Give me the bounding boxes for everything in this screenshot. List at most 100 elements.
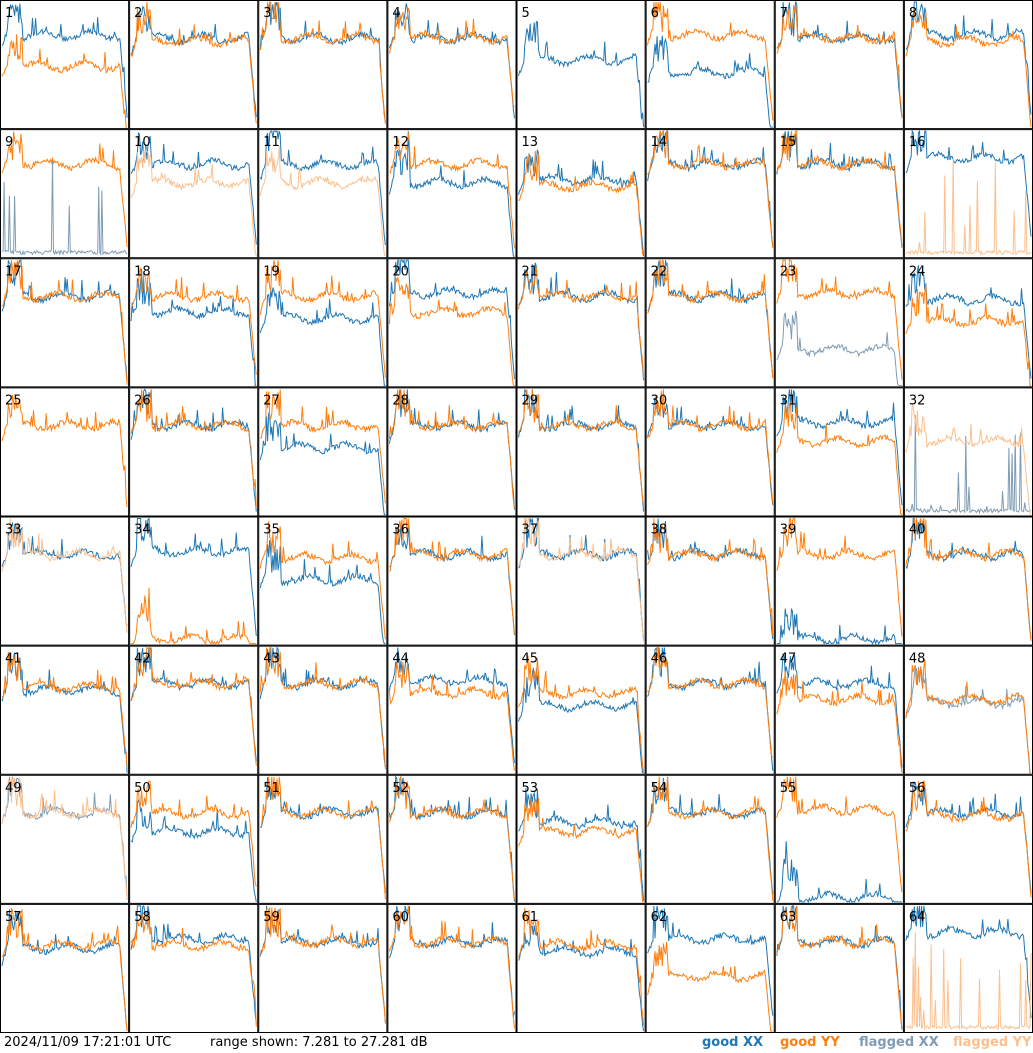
timestamp: 2024/11/09 17:21:01 UTC <box>4 1035 172 1050</box>
spectrum-panel-27: 27 <box>258 387 388 517</box>
panel-label: 36 <box>392 523 409 538</box>
panel-label: 44 <box>392 652 409 667</box>
panel-frame <box>258 645 388 775</box>
panel-label: 50 <box>134 781 151 796</box>
spectrum-panel-24: 24 <box>903 258 1033 388</box>
panel-frame <box>516 0 646 130</box>
series-yy-good <box>130 389 257 508</box>
series-yy-good <box>1 34 128 128</box>
series-yy-good <box>905 9 1032 128</box>
panel-frame <box>129 903 259 1033</box>
series-yy-flagged <box>259 145 386 257</box>
panel-frame <box>516 774 646 904</box>
spectrum-panel-51: 51 <box>258 774 388 904</box>
panel-frame <box>258 0 388 130</box>
spectrum-panel-42: 42 <box>129 645 259 775</box>
panel-frame <box>645 774 775 904</box>
series-xx-good <box>905 129 1032 237</box>
spectrum-panel-25: 25 <box>0 387 130 517</box>
panel-label: 46 <box>651 652 668 667</box>
series-yy-flagged <box>1 518 128 634</box>
series-yy-good <box>776 776 903 893</box>
series-yy-good <box>259 907 386 1024</box>
panel-label: 39 <box>780 523 797 538</box>
series-xx-flagged <box>1 157 128 257</box>
series-yy-good <box>259 521 386 640</box>
series-xx-good <box>776 389 903 506</box>
series-xx-good <box>260 777 386 893</box>
panel-frame <box>903 516 1033 646</box>
panel-label: 10 <box>134 135 151 150</box>
spectrum-panel-7: 7 <box>774 0 904 130</box>
spectrum-panel-43: 43 <box>258 645 388 775</box>
series-yy-flagged <box>130 148 257 257</box>
panel-label: 63 <box>780 910 797 925</box>
spectrum-panel-14: 14 <box>645 129 775 259</box>
panel-label: 45 <box>522 652 539 667</box>
panel-frame <box>516 129 646 259</box>
panel-frame <box>903 903 1033 1033</box>
panel-label: 23 <box>780 264 797 279</box>
series-xx-good <box>259 646 386 768</box>
series-yy-good <box>905 780 1032 898</box>
series-yy-good <box>130 915 257 1027</box>
spectrum-panel-29: 29 <box>516 387 646 517</box>
spectrum-panel-60: 60 <box>387 903 517 1033</box>
spectrum-panel-3: 3 <box>258 0 388 130</box>
series-yy-good <box>647 518 774 636</box>
panel-frame <box>516 387 646 517</box>
spectrum-panel-10: 10 <box>129 129 259 259</box>
spectrum-panel-32: 32 <box>903 387 1033 517</box>
series-yy-good <box>1 907 128 1032</box>
spectrum-panel-26: 26 <box>129 387 259 517</box>
series-yy-good <box>518 907 645 1026</box>
series-yy-good <box>776 401 902 515</box>
panel-label: 5 <box>522 6 530 21</box>
series-yy-good <box>776 5 903 119</box>
series-yy-good <box>259 776 386 900</box>
series-xx-good <box>776 841 902 904</box>
series-yy-good <box>1 131 128 248</box>
spectrum-panel-21: 21 <box>516 258 646 388</box>
series-xx-good <box>259 287 386 386</box>
series-xx-good <box>259 1 386 123</box>
series-yy-flagged <box>905 403 1032 515</box>
panel-label: 58 <box>134 910 151 925</box>
spectrum-panel-33: 33 <box>0 516 130 646</box>
series-yy-good <box>388 775 515 900</box>
legend-flagged-yy: flagged YY <box>953 1035 1032 1050</box>
legend-good-yy: good YY <box>780 1035 840 1050</box>
panel-label: 18 <box>134 264 151 279</box>
series-xx-flagged <box>776 311 902 386</box>
spectrum-panel-9: 9 <box>0 129 130 259</box>
spectrum-panel-16: 16 <box>903 129 1033 259</box>
series-yy-good <box>130 780 257 887</box>
series-yy-good <box>388 389 515 509</box>
series-yy-good <box>518 797 644 903</box>
series-yy-good <box>647 1 774 121</box>
spectrum-panel-57: 57 <box>0 903 130 1033</box>
series-yy-good <box>388 905 515 1029</box>
series-xx-good <box>1 909 128 1032</box>
spectrum-panel-37: 37 <box>516 516 646 646</box>
panel-label: 32 <box>909 393 926 408</box>
series-yy-good <box>130 267 257 375</box>
panel-frame <box>774 516 904 646</box>
panel-label: 60 <box>392 910 409 925</box>
panel-label: 22 <box>651 264 668 279</box>
panel-label: 26 <box>134 393 151 408</box>
series-xx-good <box>130 517 257 636</box>
series-xx-good <box>647 905 774 1016</box>
panel-frame <box>645 258 775 388</box>
panel-label: 14 <box>651 135 668 150</box>
spectrum-panel-46: 46 <box>645 645 775 775</box>
series-yy-good <box>776 671 903 773</box>
series-xx-flagged <box>905 414 1032 515</box>
spectrum-panel-61: 61 <box>516 903 646 1033</box>
series-yy-good <box>647 941 773 1032</box>
panel-label: 27 <box>263 393 280 408</box>
panel-frame <box>258 258 388 388</box>
series-yy-good <box>389 132 515 249</box>
series-xx-good <box>259 412 386 515</box>
panel-label: 35 <box>263 523 280 538</box>
